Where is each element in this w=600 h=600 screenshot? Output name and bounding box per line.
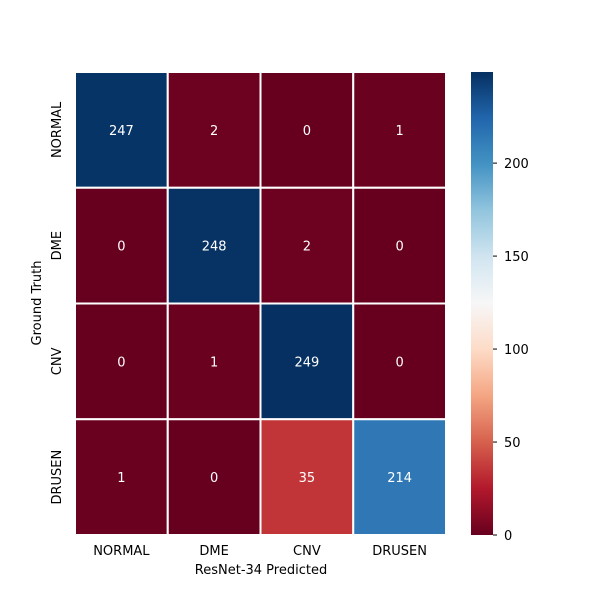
colorbar-tick-label: 150 (504, 250, 529, 265)
cell-value-label: 0 (303, 124, 311, 139)
cell-value-label: 2 (210, 124, 218, 139)
cell-value-label: 0 (117, 240, 125, 255)
x-tick-label: CNV (293, 544, 321, 559)
y-tick-label: CNV (50, 347, 65, 375)
cell-value-label: 2 (303, 240, 311, 255)
cell-value-label: 1 (210, 355, 218, 370)
x-axis-tick-labels: NORMAL DME CNV DRUSEN (93, 544, 427, 559)
cell-value-label: 1 (395, 124, 403, 139)
heatmap-cell (352, 71, 447, 189)
heatmap-cell (166, 418, 262, 536)
cell-value-label: 214 (387, 471, 412, 486)
x-tick-label: DRUSEN (372, 544, 427, 559)
cell-value-label: 35 (299, 471, 316, 486)
colorbar-tick-label: 50 (504, 436, 521, 451)
heatmap-cells (74, 71, 447, 536)
heatmap-cell (166, 71, 262, 189)
cell-value-label: 0 (395, 240, 403, 255)
cell-value-label: 247 (109, 124, 134, 139)
colorbar-ticks: 0 50 100 150 200 (493, 157, 529, 544)
colorbar (471, 72, 493, 535)
y-axis-tick-labels: NORMAL DME CNV DRUSEN (50, 101, 65, 505)
x-tick-label: DME (199, 544, 228, 559)
cell-value-label: 0 (210, 471, 218, 486)
colorbar-tick-label: 100 (504, 343, 529, 358)
heatmap-cell-labels: 247 2 0 1 0 248 2 0 0 1 249 0 1 0 35 214 (109, 124, 412, 486)
cell-value-label: 249 (294, 355, 319, 370)
heatmap-cell (259, 71, 355, 189)
heatmap-cell (352, 186, 447, 305)
heatmap-cell (352, 418, 447, 536)
y-tick-label: DME (50, 231, 65, 260)
heatmap-cell (166, 186, 262, 305)
cell-value-label: 1 (117, 471, 125, 486)
cell-value-label: 248 (202, 240, 227, 255)
heatmap-cell (352, 302, 447, 421)
cell-value-label: 0 (395, 355, 403, 370)
colorbar-tick-label: 200 (504, 157, 529, 172)
y-tick-label: DRUSEN (50, 450, 65, 505)
y-tick-label: NORMAL (50, 101, 65, 158)
colorbar-tick-label: 0 (504, 529, 512, 544)
cell-value-label: 0 (117, 355, 125, 370)
heatmap-cell (74, 71, 169, 189)
x-axis-label: ResNet-34 Predicted (195, 563, 327, 578)
x-tick-label: NORMAL (93, 544, 150, 559)
heatmap-cell (166, 302, 262, 421)
heatmap-cell (74, 418, 169, 536)
y-axis-label: Ground Truth (30, 261, 45, 346)
